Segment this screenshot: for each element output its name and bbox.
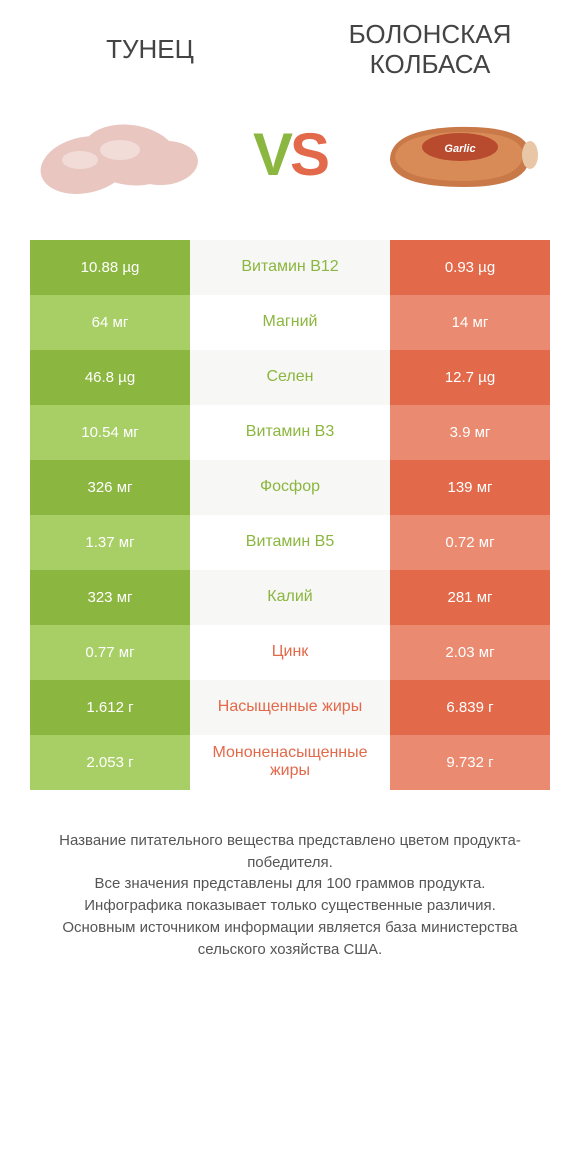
vs-s: S — [290, 121, 327, 188]
right-value: 139 мг — [390, 460, 550, 515]
vs-v: V — [253, 121, 290, 188]
images-row: VS Garlic — [0, 90, 580, 240]
left-value: 10.54 мг — [30, 405, 190, 460]
left-value: 64 мг — [30, 295, 190, 350]
table-row: 0.77 мгЦинк2.03 мг — [30, 625, 550, 680]
nutrient-label: Калий — [190, 570, 390, 625]
table-row: 1.37 мгВитамин B50.72 мг — [30, 515, 550, 570]
left-value: 326 мг — [30, 460, 190, 515]
footer-line: Инфографика показывает только существенн… — [30, 895, 550, 917]
nutrient-label: Фосфор — [190, 460, 390, 515]
table-row: 326 мгФосфор139 мг — [30, 460, 550, 515]
nutrient-label: Витамин B5 — [190, 515, 390, 570]
footer-line: Все значения представлены для 100 граммо… — [30, 873, 550, 895]
header: ТУНЕЦ БОЛОНСКАЯ КОЛБАСА — [0, 0, 580, 90]
left-product-image — [30, 100, 210, 210]
nutrient-label: Витамин B12 — [190, 240, 390, 295]
right-value: 14 мг — [390, 295, 550, 350]
right-value: 0.93 µg — [390, 240, 550, 295]
table-row: 10.88 µgВитамин B120.93 µg — [30, 240, 550, 295]
right-value: 9.732 г — [390, 735, 550, 790]
right-product-title: БОЛОНСКАЯ КОЛБАСА — [320, 20, 540, 80]
nutrient-label: Насыщенные жиры — [190, 680, 390, 735]
footer-notes: Название питательного вещества представл… — [0, 790, 580, 961]
nutrient-label: Магний — [190, 295, 390, 350]
vs-label: VS — [253, 120, 327, 189]
left-value: 1.37 мг — [30, 515, 190, 570]
nutrient-label: Витамин B3 — [190, 405, 390, 460]
right-value: 281 мг — [390, 570, 550, 625]
right-value: 2.03 мг — [390, 625, 550, 680]
left-product-title: ТУНЕЦ — [40, 35, 260, 65]
table-row: 10.54 мгВитамин B33.9 мг — [30, 405, 550, 460]
left-value: 10.88 µg — [30, 240, 190, 295]
left-value: 323 мг — [30, 570, 190, 625]
right-value: 12.7 µg — [390, 350, 550, 405]
nutrient-label: Селен — [190, 350, 390, 405]
nutrient-label: Цинк — [190, 625, 390, 680]
footer-line: Название питательного вещества представл… — [30, 830, 550, 874]
svg-text:Garlic: Garlic — [444, 143, 475, 155]
nutrient-label: Мононенасыщенные жиры — [190, 735, 390, 790]
table-row: 323 мгКалий281 мг — [30, 570, 550, 625]
left-value: 0.77 мг — [30, 625, 190, 680]
right-value: 6.839 г — [390, 680, 550, 735]
right-value: 0.72 мг — [390, 515, 550, 570]
table-row: 2.053 гМононенасыщенные жиры9.732 г — [30, 735, 550, 790]
left-value: 46.8 µg — [30, 350, 190, 405]
right-value: 3.9 мг — [390, 405, 550, 460]
comparison-table: 10.88 µgВитамин B120.93 µg64 мгМагний14 … — [30, 240, 550, 790]
left-value: 2.053 г — [30, 735, 190, 790]
table-row: 46.8 µgСелен12.7 µg — [30, 350, 550, 405]
right-product-image: Garlic — [370, 100, 550, 210]
table-row: 64 мгМагний14 мг — [30, 295, 550, 350]
left-value: 1.612 г — [30, 680, 190, 735]
table-row: 1.612 гНасыщенные жиры6.839 г — [30, 680, 550, 735]
footer-line: Основным источником информации является … — [30, 917, 550, 961]
